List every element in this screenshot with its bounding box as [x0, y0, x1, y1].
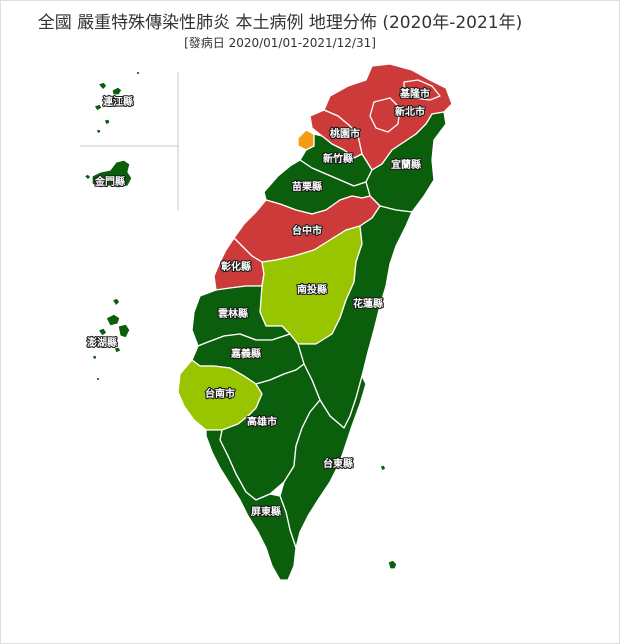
- label-tainan: 台南市: [205, 387, 235, 400]
- label-taichung: 台中市: [292, 224, 322, 237]
- label-yilan: 宜蘭縣: [391, 158, 421, 171]
- label-yunlin: 雲林縣: [218, 307, 248, 320]
- map-subtitle: [發病日 2020/01/01-2021/12/31]: [184, 36, 376, 50]
- label-taoyuan: 桃園市: [330, 127, 360, 140]
- region-penghu[interactable]: [91, 297, 131, 382]
- region-labels: 連江縣 金門縣 澎湖縣 基隆市 新北市 桃園市 新竹縣 宜蘭縣 苗栗縣 台中市 …: [86, 86, 431, 519]
- label-nantou: 南投縣: [297, 283, 327, 296]
- label-hsinchu: 新竹縣: [323, 152, 353, 165]
- label-newtaipei: 新北市: [395, 105, 425, 118]
- region-lienchiang[interactable]: [93, 70, 141, 135]
- region-taipei[interactable]: [369, 97, 401, 133]
- label-keelung: 基隆市: [399, 87, 430, 100]
- label-kaohsiung: 高雄市: [247, 415, 277, 428]
- label-miaoli: 苗栗縣: [292, 180, 322, 193]
- region-taitung[interactable]: [279, 375, 367, 549]
- region-pingtung[interactable]: [205, 429, 297, 581]
- label-chiayi: 嘉義縣: [230, 347, 261, 360]
- label-taitung: 台東縣: [323, 457, 353, 470]
- region-keelung[interactable]: [403, 79, 441, 101]
- label-hualien: 花蓮縣: [353, 297, 383, 310]
- region-kinmen[interactable]: [83, 159, 133, 189]
- region-taitung-islands[interactable]: [379, 464, 398, 570]
- region-kaohsiung[interactable]: [219, 363, 321, 501]
- label-kinmen: 金門縣: [94, 175, 125, 188]
- label-lienchiang: 連江縣: [103, 95, 133, 108]
- label-pingtung: 屏東縣: [250, 505, 281, 518]
- label-changhua: 彰化縣: [221, 260, 251, 273]
- label-penghu: 澎湖縣: [87, 336, 117, 349]
- map-title: 全國 嚴重特殊傳染性肺炎 本土病例 地理分佈 (2020年-2021年): [37, 13, 523, 33]
